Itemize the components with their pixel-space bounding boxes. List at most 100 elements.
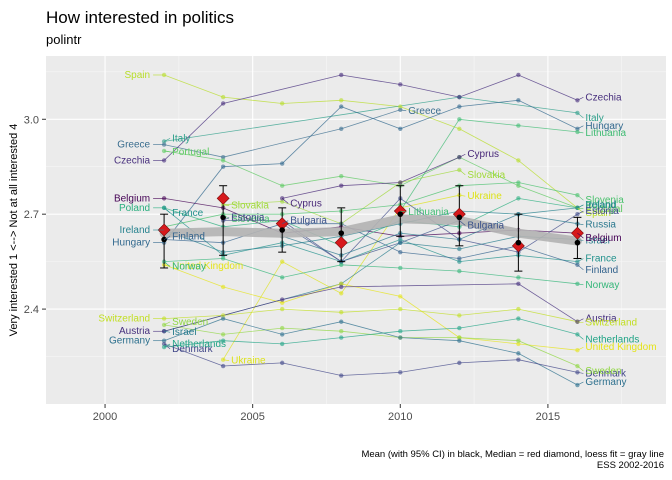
- country-label-greece: Greece: [117, 140, 150, 151]
- label-leader-czechia: [577, 97, 584, 101]
- label-leader-ukraine: [459, 194, 466, 197]
- label-leader-united-kingdom: [577, 346, 584, 351]
- point-germany: [516, 351, 521, 356]
- mean-point: [279, 227, 285, 233]
- point-czechia: [220, 101, 226, 106]
- country-label-slovenia: Slovenia: [585, 195, 624, 206]
- label-leader-hungary: [577, 125, 584, 130]
- point-norway: [279, 275, 285, 280]
- point-germany: [457, 338, 462, 343]
- label-leader-ukraine: [223, 359, 230, 362]
- label-leader-spain: [577, 207, 584, 214]
- series-line-finland: [164, 223, 578, 266]
- series-line-portugal: [164, 150, 578, 209]
- series-line-netherlands: [164, 318, 578, 348]
- label-leader-finland: [163, 236, 171, 240]
- label-leader-france: [577, 258, 584, 262]
- point-greece: [220, 155, 226, 160]
- point-denmark: [220, 363, 226, 369]
- series-line-switzerland: [164, 308, 578, 323]
- point-netherlands: [279, 341, 285, 347]
- country-label-poland: Poland: [585, 200, 616, 211]
- point-netherlands: [516, 316, 521, 321]
- point-spain: [279, 101, 285, 106]
- label-leader-slovakia: [459, 169, 466, 176]
- label-leader-bulgaria: [282, 220, 289, 224]
- country-label-france: France: [172, 208, 204, 219]
- label-leader-russia: [577, 223, 584, 225]
- point-norway: [516, 275, 521, 280]
- country-labels: SpainGreeceCzechiaBelgiumPolandIrelandHu…: [98, 70, 656, 388]
- label-leader-bulgaria: [459, 220, 466, 226]
- point-israel: [398, 240, 403, 245]
- y-tick-label: 2.7: [24, 209, 39, 221]
- country-label-italy: Italy: [172, 133, 190, 144]
- label-leader-lithuania: [577, 131, 584, 134]
- point-hungary: [398, 126, 403, 131]
- mean-point: [574, 239, 581, 246]
- point-portugal: [220, 158, 226, 163]
- country-label-slovakia: Slovakia: [467, 170, 505, 181]
- label-leader-ireland: [577, 204, 584, 209]
- country-label-israel: Israel: [172, 327, 196, 338]
- country-label-finland: Finland: [172, 231, 205, 242]
- x-tick-label: 2015: [536, 411, 560, 423]
- point-spain: [398, 104, 403, 109]
- country-label-belgium: Belgium: [114, 193, 150, 204]
- point-denmark: [457, 360, 462, 366]
- point-germany: [279, 332, 285, 337]
- point-switzerland: [279, 306, 285, 312]
- point-lithuania: [516, 123, 521, 128]
- country-label-italy: Italy: [585, 113, 603, 124]
- label-leader-estonia: [577, 210, 584, 215]
- point-netherlands: [220, 338, 226, 343]
- label-leader-lithuania: [400, 210, 407, 213]
- country-label-norway: Norway: [172, 262, 206, 273]
- point-germany: [398, 335, 403, 340]
- country-label-ukraine: Ukraine: [231, 356, 266, 367]
- country-label-netherlands: Netherlands: [585, 334, 639, 345]
- point-ukraine: [279, 259, 285, 264]
- series-line-united-kingdom: [163, 264, 578, 351]
- label-leader-slovenia: [577, 194, 584, 201]
- median-diamond: [334, 236, 348, 250]
- label-leader-austria: [577, 318, 584, 323]
- country-label-switzerland: Switzerland: [98, 314, 150, 325]
- point-sweden: [516, 338, 521, 343]
- x-tick-label: 2010: [388, 411, 412, 423]
- country-label-portugal: Portugal: [172, 147, 209, 158]
- point-cyprus: [398, 180, 403, 185]
- point-israel: [457, 246, 462, 252]
- series-line-poland: [163, 197, 578, 247]
- series-line-cyprus: [282, 156, 460, 199]
- label-leader-italy: [577, 112, 584, 119]
- point-spain: [457, 126, 462, 131]
- point-poland: [516, 196, 521, 201]
- label-leader-belgium: [577, 232, 584, 239]
- country-label-lithuania: Lithuania: [408, 207, 449, 218]
- point-denmark: [398, 370, 403, 375]
- point-austria: [279, 297, 285, 302]
- country-label-hungary: Hungary: [585, 121, 623, 132]
- point-united-kingdom: [220, 284, 226, 290]
- point-portugal: [516, 183, 521, 188]
- point-ukraine: [220, 357, 226, 362]
- country-label-sweden: Sweden: [172, 317, 208, 328]
- point-norway: [220, 256, 226, 261]
- country-label-cyprus: Cyprus: [467, 149, 499, 160]
- country-label-ukraine: Ukraine: [467, 191, 502, 202]
- x-tick-label: 2000: [93, 411, 117, 423]
- label-leader-greece: [400, 109, 407, 112]
- series-line-denmark: [163, 343, 578, 376]
- point-netherlands: [339, 335, 344, 340]
- mean-point: [220, 214, 226, 221]
- country-label-belgium: Belgium: [585, 233, 621, 244]
- country-label-lithuania: Lithuania: [585, 128, 626, 139]
- point-france: [398, 237, 403, 242]
- mean-point: [397, 211, 404, 217]
- country-label-poland: Poland: [119, 203, 150, 214]
- country-label-france: France: [585, 254, 617, 265]
- label-leader-slovakia: [223, 204, 230, 206]
- point-switzerland: [398, 306, 403, 312]
- point-greece: [339, 126, 344, 131]
